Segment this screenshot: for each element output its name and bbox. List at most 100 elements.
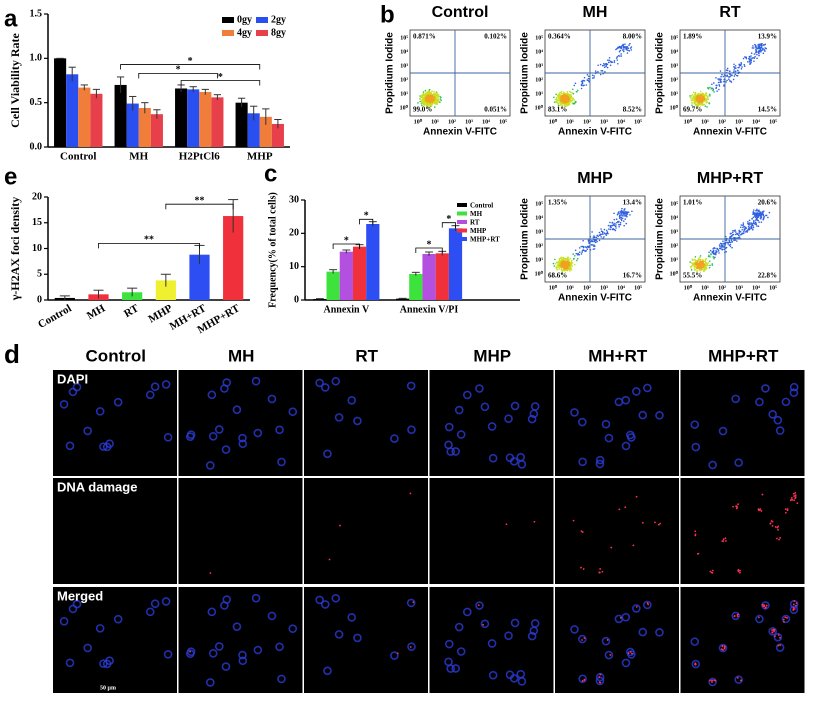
cell-dot <box>569 97 572 99</box>
cell-dot <box>718 85 721 87</box>
x-tick-label: 10¹ <box>701 285 709 291</box>
x-tick-label: 10⁰ <box>414 118 423 125</box>
x-axis-label: Annexin V-FITC <box>558 293 632 304</box>
x-tick-label: RT <box>122 302 141 320</box>
damage-focus <box>792 603 795 606</box>
quadrant-percent: 99.0% <box>413 106 432 114</box>
significance-label: * <box>446 214 451 225</box>
cell-dot <box>716 90 718 92</box>
bar <box>211 97 224 147</box>
cell-dot <box>718 79 720 81</box>
nucleus <box>214 642 224 651</box>
significance-bracket <box>98 242 200 249</box>
cell-dot <box>701 259 704 261</box>
cell-dot <box>711 264 714 266</box>
cell-dot <box>736 74 739 77</box>
damage-focus <box>657 523 660 526</box>
cell-dot <box>593 245 595 248</box>
cell-dot <box>421 96 424 99</box>
cell-dot <box>753 60 755 62</box>
nucleus <box>150 382 160 391</box>
legend-swatch <box>256 17 268 23</box>
cell-dot <box>605 229 608 232</box>
cell-dot <box>622 47 625 49</box>
cell-dot <box>709 86 711 89</box>
cell-dot <box>737 236 739 239</box>
cell-dot <box>693 93 696 96</box>
cell-dot <box>710 253 712 255</box>
cell-dot <box>615 218 618 221</box>
cell-dot <box>701 102 703 105</box>
nucleus <box>251 376 261 386</box>
cell-dot <box>591 244 594 246</box>
nucleus <box>527 631 537 641</box>
cell-dot <box>623 215 625 217</box>
damage-focus <box>758 509 761 511</box>
cell-dot <box>558 267 561 270</box>
cell-dot <box>731 246 733 249</box>
cell-dot <box>616 56 619 58</box>
cell-dot <box>753 219 755 222</box>
cell-dot <box>706 87 709 89</box>
cell-dot <box>715 84 718 87</box>
cell-dot <box>597 71 599 73</box>
cell-dot <box>571 97 574 100</box>
cell-dot <box>726 67 729 70</box>
column-label: RT <box>355 346 378 365</box>
cell-dot <box>761 44 763 47</box>
cell-dot <box>759 211 762 214</box>
x-tick-label: 10⁴ <box>752 119 760 125</box>
damage-focus <box>609 654 612 656</box>
cell-dot <box>437 96 439 98</box>
cell-dot <box>422 103 425 106</box>
cell-dot <box>694 256 697 258</box>
x-tick-label: 10⁰ <box>549 118 558 125</box>
x-tick-label: 10⁰ <box>549 284 558 291</box>
cell-dot <box>691 101 693 104</box>
cell-dot <box>564 267 567 270</box>
x-tick-label: Annexin V/PI <box>400 304 459 315</box>
cell-dot <box>698 258 700 261</box>
damage-focus <box>619 616 622 619</box>
cell-dot <box>734 67 736 70</box>
x-tick-label: 10¹ <box>701 119 709 125</box>
nucleus <box>451 447 460 456</box>
x-tick-label: 10⁵ <box>769 119 777 125</box>
cell-dot <box>732 229 734 232</box>
cell-dot <box>560 269 563 271</box>
y-tick-label: 0 <box>37 294 42 305</box>
cell-dot <box>617 62 619 65</box>
cell-dot <box>693 269 696 271</box>
cell-dot <box>758 47 761 50</box>
cell-dot <box>700 97 703 100</box>
cell-dot <box>618 225 620 228</box>
nucleus <box>487 422 497 431</box>
cell-dot <box>702 265 705 268</box>
damage-focus <box>629 651 632 653</box>
nucleus <box>718 643 728 653</box>
cell-dot <box>751 217 753 220</box>
cell-dot <box>424 95 426 97</box>
y-tick-label: 1.0 <box>30 53 43 64</box>
cell-dot <box>703 264 705 266</box>
nucleus <box>161 597 171 606</box>
nucleus <box>221 445 231 454</box>
nucleus <box>480 619 490 629</box>
cell-dot <box>712 89 714 92</box>
nucleus <box>626 430 635 440</box>
cell-dot <box>621 217 624 220</box>
cell-dot <box>575 259 578 262</box>
cell-dot <box>571 92 573 94</box>
nucleus <box>462 390 472 400</box>
cell-dot <box>601 230 604 233</box>
cell-dot <box>585 246 588 249</box>
cell-dot <box>553 101 556 103</box>
significance-label: * <box>344 235 349 246</box>
cell-dot <box>762 52 765 55</box>
nucleus <box>186 647 196 656</box>
cell-dot <box>768 211 771 214</box>
cell-dot <box>603 228 606 231</box>
cell-dot <box>608 56 611 59</box>
cell-dot <box>573 84 576 87</box>
cell-dot <box>440 99 443 102</box>
